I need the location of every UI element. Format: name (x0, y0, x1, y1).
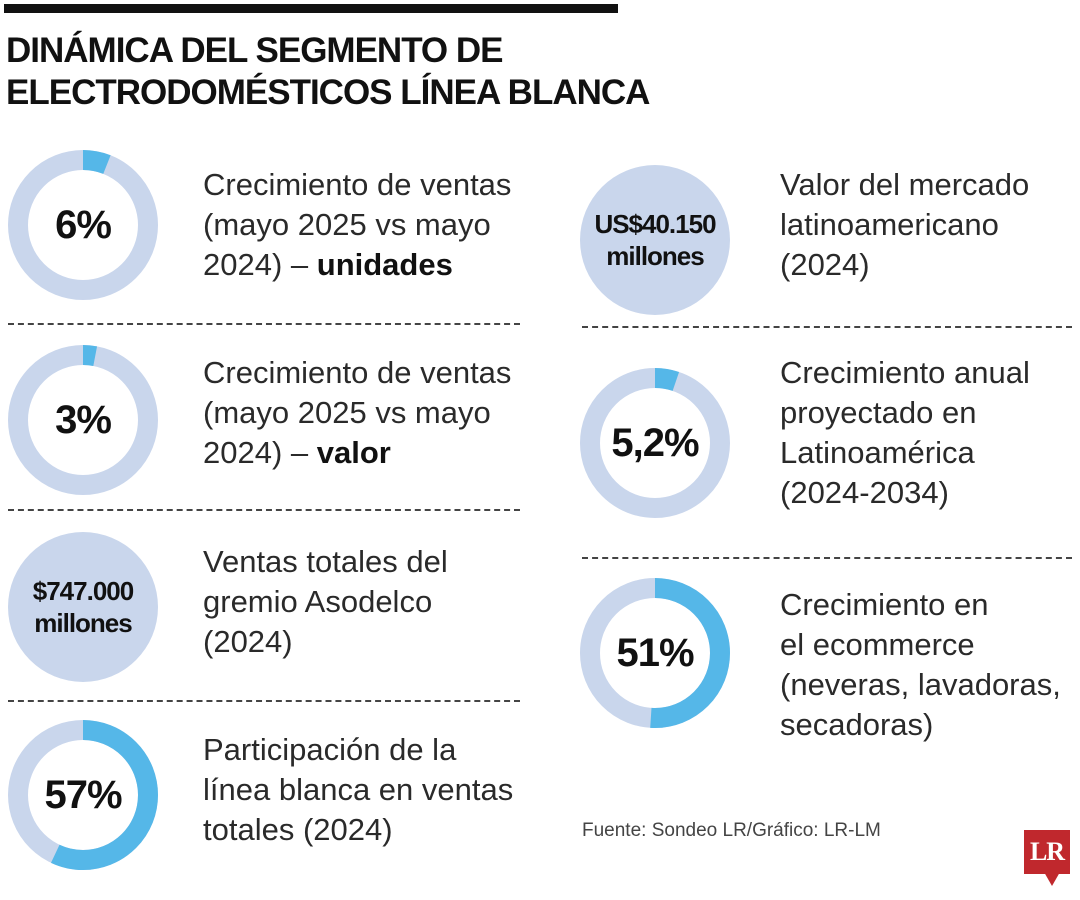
donut-chart (580, 368, 730, 518)
description-line: Valor del mercado (780, 167, 1030, 202)
donut-value-arc (8, 720, 158, 870)
description-line: (2024) (780, 247, 870, 282)
chart-title: DINÁMICA DEL SEGMENTO DE ELECTRODOMÉSTIC… (6, 30, 706, 114)
description-line: el ecommerce (780, 627, 975, 662)
donut-value-arc (8, 150, 158, 300)
donut-value-label: 6% (55, 202, 112, 247)
donut-chart (8, 720, 158, 870)
top-rule (4, 4, 618, 13)
description-line: gremio Asodelco (203, 584, 433, 619)
value-disc (580, 165, 730, 315)
dashed-separator (582, 557, 1072, 559)
description-line: Ventas totales del (203, 544, 448, 579)
description-line: Crecimiento de ventas (203, 167, 512, 202)
donut-value-label: 3% (55, 397, 112, 442)
description-emphasis: unidades (316, 247, 453, 282)
description-prefix: 2024) – (203, 435, 317, 470)
dashed-separator (8, 509, 520, 511)
description-line: Crecimiento de ventas (203, 355, 512, 390)
description-line: (2024-2034) (780, 475, 949, 510)
dashed-separator (8, 323, 520, 325)
description-emphasis: valor (316, 435, 391, 470)
disc-value-line: $747.000 (32, 576, 134, 606)
donut-value-label: 57% (44, 772, 122, 817)
lr-logo-tail (1044, 872, 1060, 886)
description-line: Crecimiento en (780, 587, 989, 622)
donut-value-arc (8, 345, 158, 495)
description-line: totales (2024) (203, 812, 393, 847)
disc-value-label: $747.000 millones (8, 532, 158, 682)
description-line: (neveras, lavadoras, (780, 667, 1061, 702)
description-line: latinoamericano (780, 207, 999, 242)
disc-unit-line: millones (34, 608, 132, 638)
donut-value-arc (580, 368, 730, 518)
description-line: Crecimiento anual (780, 355, 1030, 390)
stat-description: Crecimiento anual proyectado en Latinoam… (780, 353, 1030, 513)
dashed-separator (8, 700, 520, 702)
lr-logo: LR (1024, 830, 1070, 874)
description-line: Latinoamérica (780, 435, 975, 470)
disc-value-line: US$40.150 (594, 209, 716, 239)
disc-unit-line: millones (606, 241, 704, 271)
donut-chart (580, 578, 730, 728)
description-line: (2024) (203, 624, 293, 659)
source-note: Fuente: Sondeo LR/Gráfico: LR-LM (582, 820, 881, 841)
stat-description: Ventas totales del gremio Asodelco (2024… (203, 542, 448, 662)
value-disc (8, 532, 158, 682)
description-line: 2024) – valor (203, 433, 511, 473)
description-line: 2024) – unidades (203, 245, 511, 285)
donut-chart (8, 150, 158, 300)
description-line: línea blanca en ventas (203, 772, 514, 807)
description-line: Participación de la (203, 732, 457, 767)
stat-description: Crecimiento de ventas (mayo 2025 vs mayo… (203, 353, 511, 473)
stat-description: Crecimiento de ventas (mayo 2025 vs mayo… (203, 165, 511, 285)
donut-chart (8, 345, 158, 495)
donut-value-label: 5,2% (611, 420, 699, 465)
stat-description: Crecimiento en el ecommerce (neveras, la… (780, 585, 1061, 745)
description-line: (mayo 2025 vs mayo (203, 207, 491, 242)
description-line: secadoras) (780, 707, 934, 742)
dashed-separator (582, 326, 1072, 328)
donut-value-label: 51% (616, 630, 694, 675)
stat-description: Participación de la línea blanca en vent… (203, 730, 513, 850)
description-prefix: 2024) – (203, 247, 317, 282)
description-line: (mayo 2025 vs mayo (203, 395, 491, 430)
disc-value-label: US$40.150 millones (580, 165, 730, 315)
title-line-1: DINÁMICA DEL SEGMENTO DE (6, 31, 504, 70)
donut-value-arc (580, 578, 730, 728)
stat-description: Valor del mercado latinoamericano (2024) (780, 165, 1029, 285)
description-line: proyectado en (780, 395, 977, 430)
title-line-2: ELECTRODOMÉSTICOS LÍNEA BLANCA (6, 73, 650, 112)
